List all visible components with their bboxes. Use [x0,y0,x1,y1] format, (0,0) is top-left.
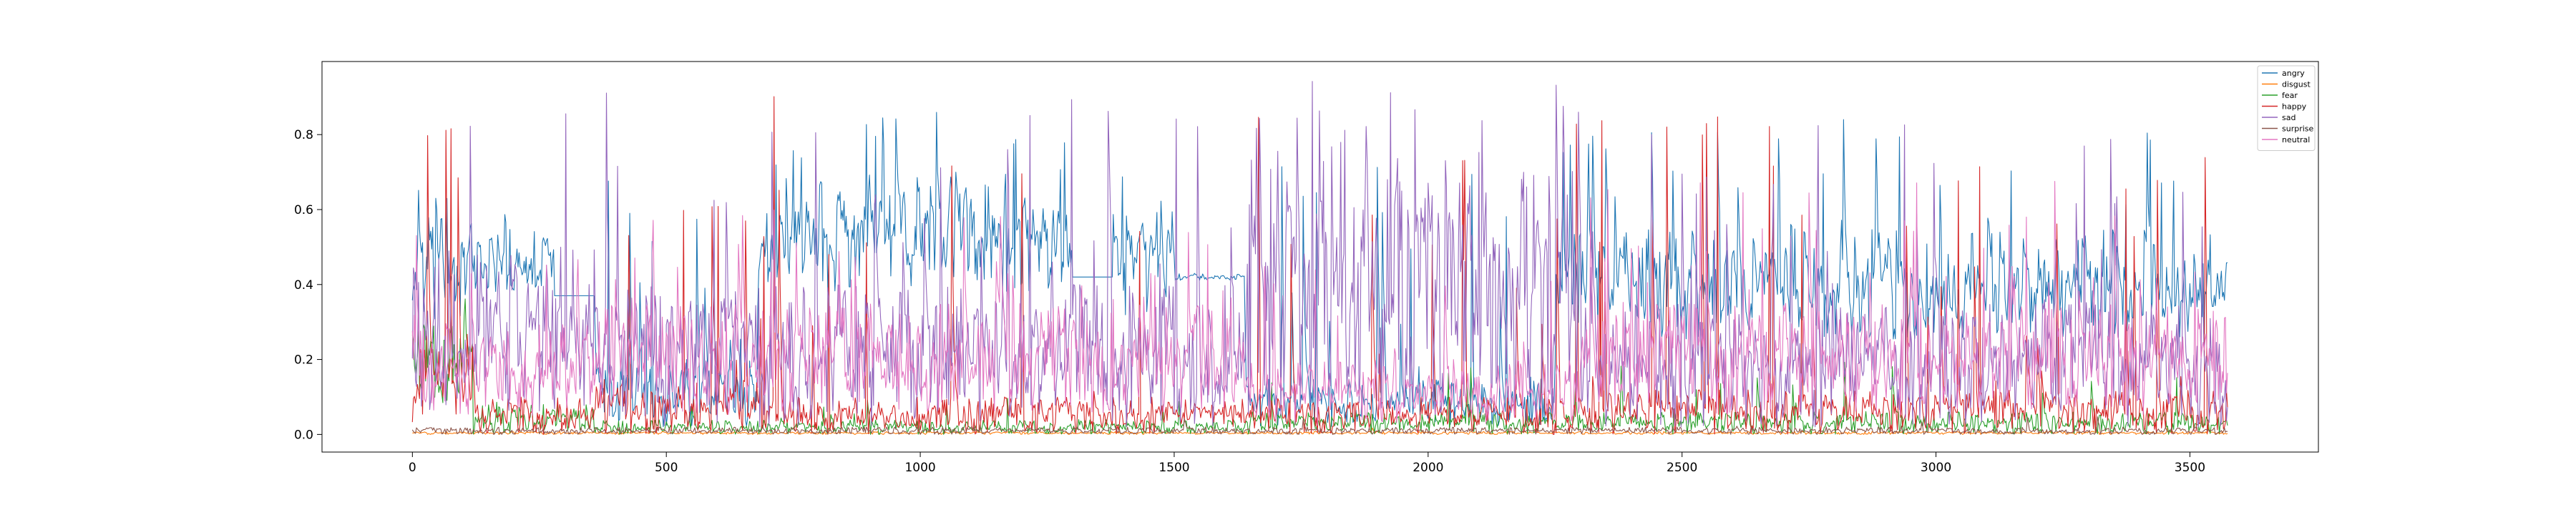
x-tick-label: 2000 [1413,461,1443,475]
x-tick-label: 2500 [1667,461,1697,475]
x-tick-label: 3500 [2175,461,2205,475]
legend-label-surprise: surprise [2282,124,2314,134]
y-axis: 0.0 0.2 0.4 0.6 0.8 [294,128,322,442]
legend-label-neutral: neutral [2282,135,2310,144]
x-tick-label: 0 [409,461,416,475]
series-lines [411,81,2228,435]
x-tick-label: 1000 [904,461,935,475]
series-line-disgust [412,426,2228,435]
legend-label-fear: fear [2282,91,2298,100]
legend-box [2257,65,2316,151]
x-tick-label: 1500 [1158,461,1189,475]
series-line-neutral [411,180,2228,426]
x-axis: 0 500 1000 1500 2000 2500 3000 3500 [409,452,2205,475]
y-tick-label: 0.8 [294,128,313,142]
y-tick-label: 0.0 [294,428,313,442]
x-tick-label: 500 [655,461,678,475]
legend-label-angry: angry [2282,69,2305,78]
x-tick-label: 3000 [1921,461,1951,475]
y-tick-label: 0.6 [294,203,313,217]
series-line-surprise [411,416,2228,435]
y-tick-label: 0.2 [294,353,313,368]
y-tick-label: 0.4 [294,278,313,293]
legend-label-disgust: disgust [2282,80,2311,89]
legend-label-sad: sad [2282,113,2296,122]
axes-frame [321,61,2319,453]
legend-label-happy: happy [2282,102,2307,112]
series-line-sad [411,81,2228,428]
